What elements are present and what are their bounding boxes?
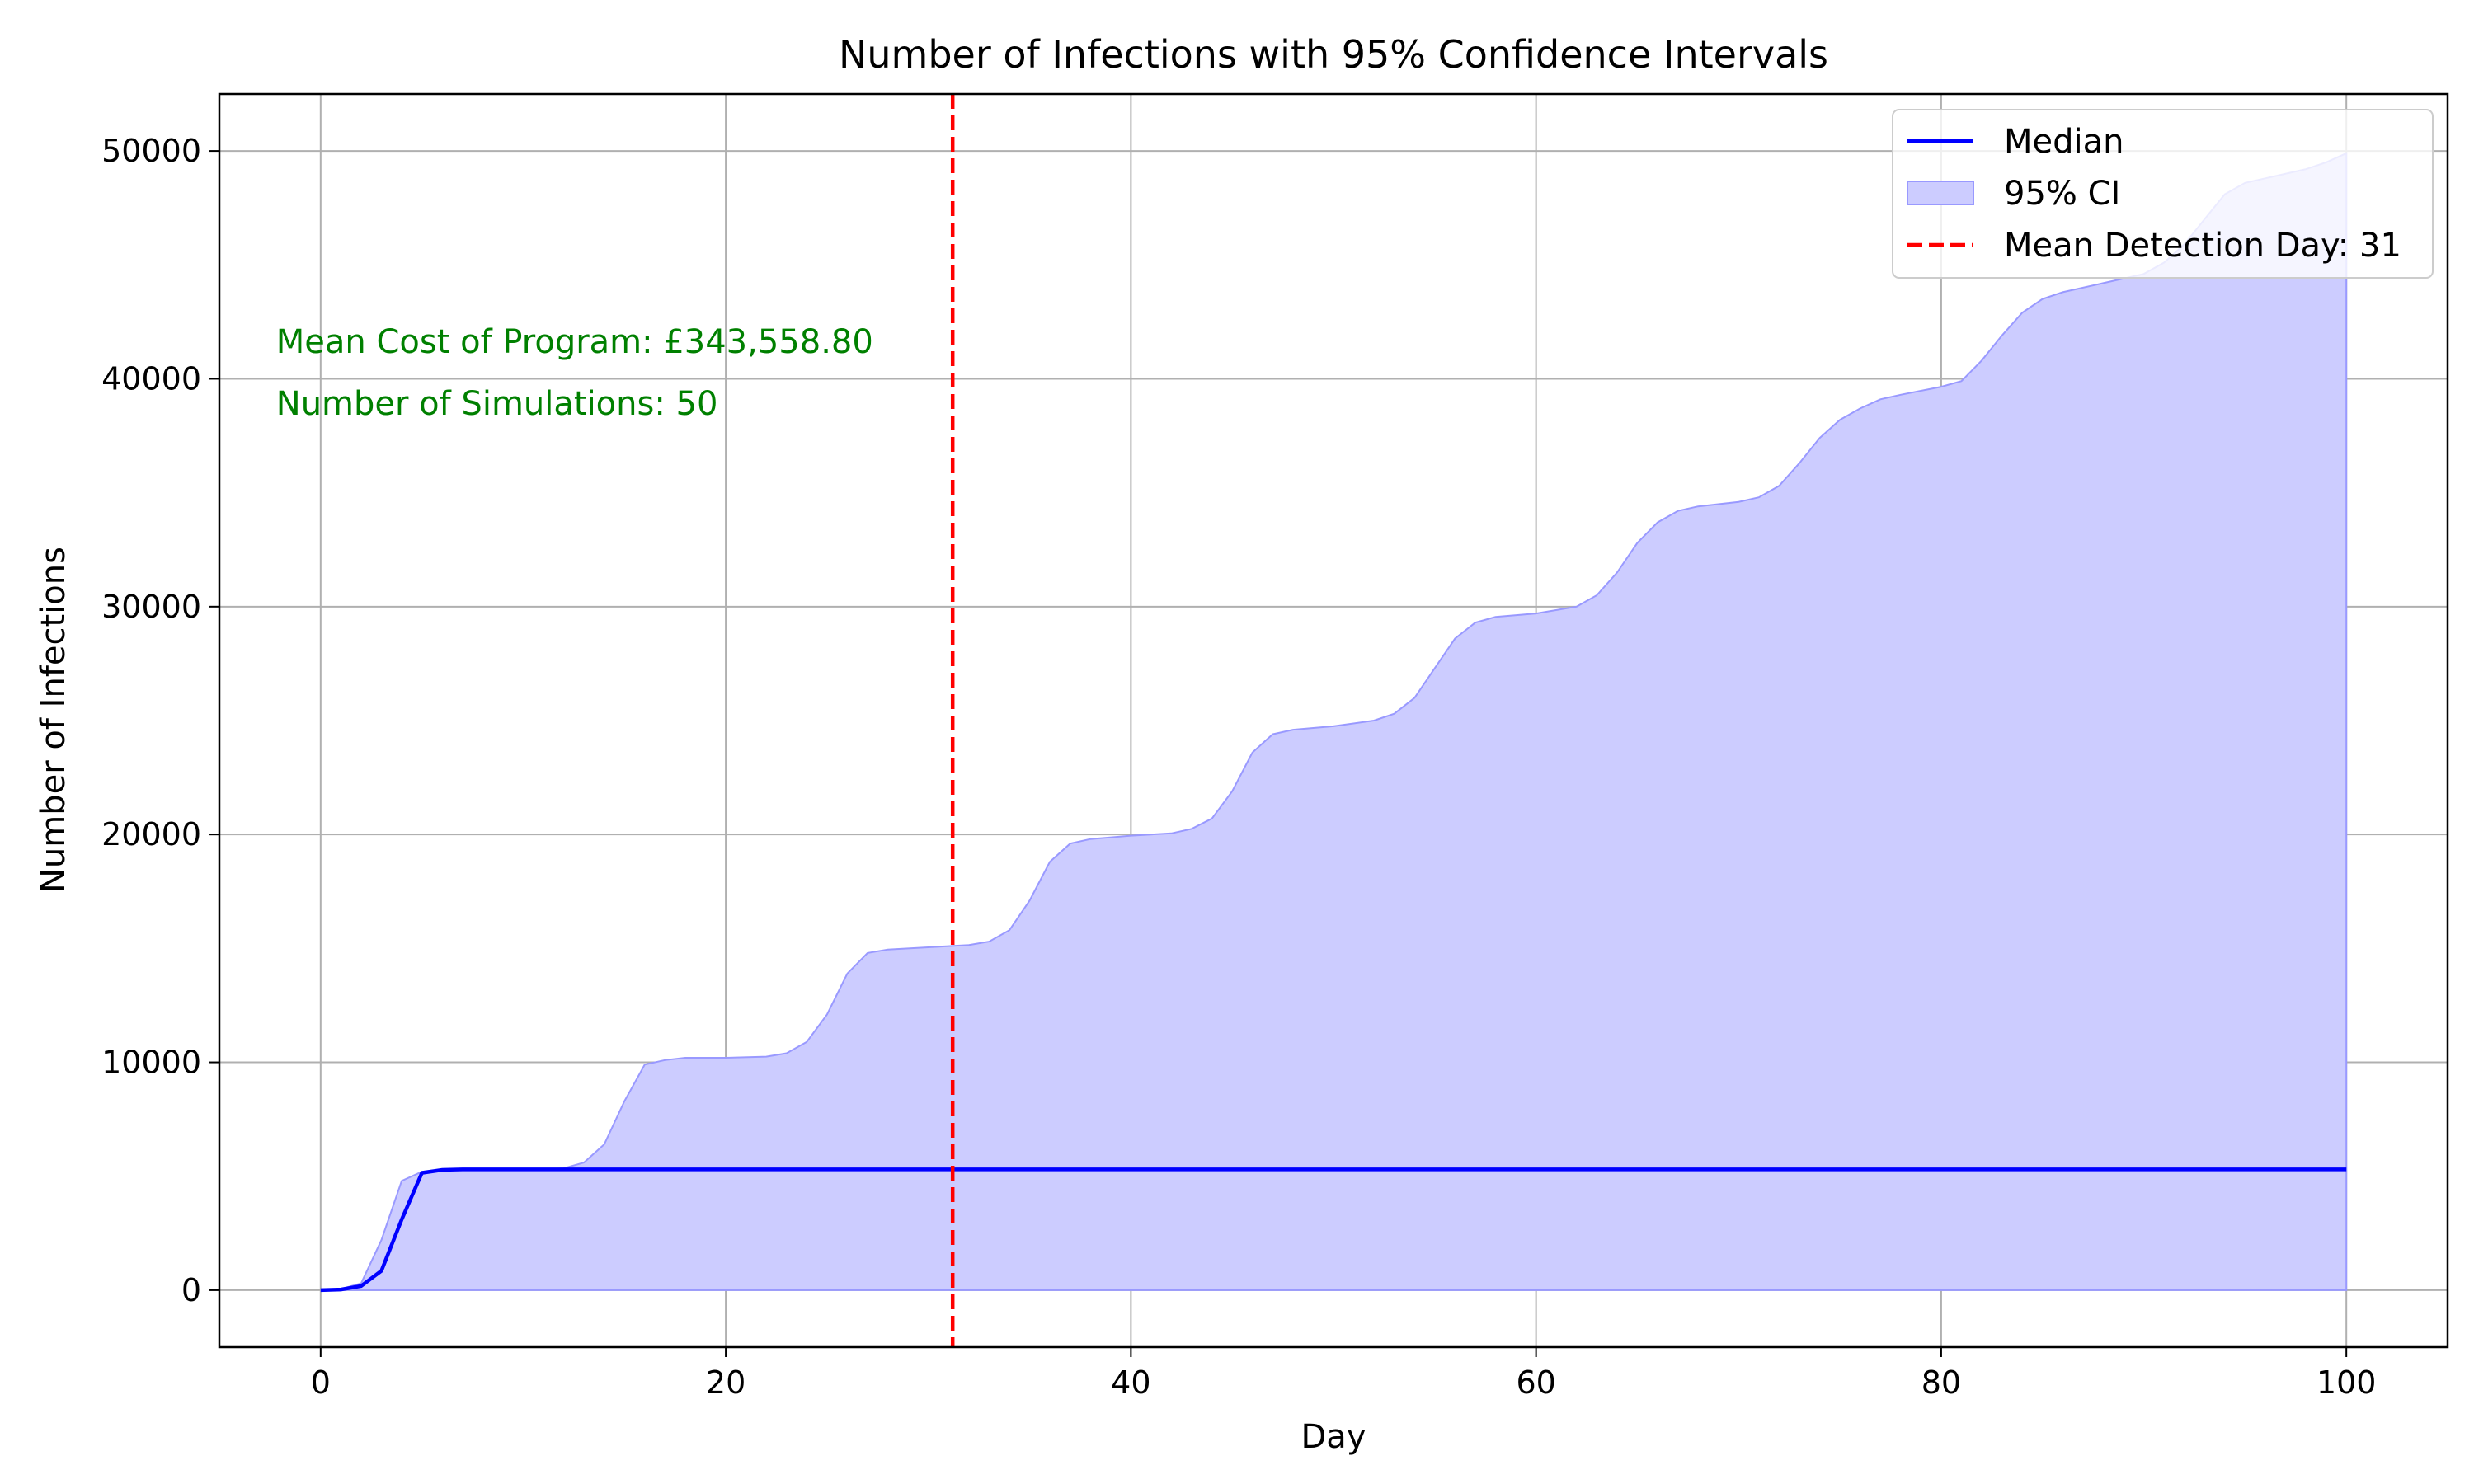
ci-band xyxy=(320,152,2348,1291)
median-line xyxy=(320,1167,2347,1293)
legend-label: Median xyxy=(2004,123,2124,161)
legend-box xyxy=(1892,109,2434,279)
axis-ticks: 0 20 40 60 80 100 0 10000 20000 30000 40000 50000 xyxy=(101,133,2376,1401)
y-tick-label: 20000 xyxy=(101,816,201,852)
y-tick-label: 30000 xyxy=(101,589,201,625)
legend-ci-swatch xyxy=(1907,181,1974,205)
legend: Median 95% CI Mean Detection Day: 31 xyxy=(1892,109,2434,279)
y-tick-label: 40000 xyxy=(101,360,201,397)
median-line-layer xyxy=(320,1167,2347,1293)
y-tick-label: 10000 xyxy=(101,1045,201,1081)
legend-label: 95% CI xyxy=(2004,175,2120,213)
legend-label: Mean Detection Day: 31 xyxy=(2004,227,2401,265)
x-tick-label: 100 xyxy=(2316,1364,2377,1401)
simulation-count-annotation: Number of Simulations: 50 xyxy=(276,385,718,423)
x-tick-label: 40 xyxy=(1111,1364,1150,1401)
y-tick-label: 0 xyxy=(181,1272,201,1308)
y-axis-label: Number of Infections xyxy=(35,547,73,893)
mean-cost-annotation: Mean Cost of Program: £343,558.80 xyxy=(276,323,873,361)
plot-frame xyxy=(218,92,2449,1349)
x-tick-label: 80 xyxy=(1921,1364,1961,1401)
x-tick-label: 20 xyxy=(706,1364,745,1401)
chart-title: Number of Infections with 95% Confidence… xyxy=(839,32,1828,77)
ci-band-layer xyxy=(320,152,2348,1291)
x-tick-label: 0 xyxy=(311,1364,331,1401)
x-axis-label: Day xyxy=(1301,1418,1366,1456)
x-tick-label: 60 xyxy=(1516,1364,1555,1401)
annotations: Mean Cost of Program: £343,558.80 Number … xyxy=(276,323,873,423)
y-tick-label: 50000 xyxy=(101,133,201,169)
